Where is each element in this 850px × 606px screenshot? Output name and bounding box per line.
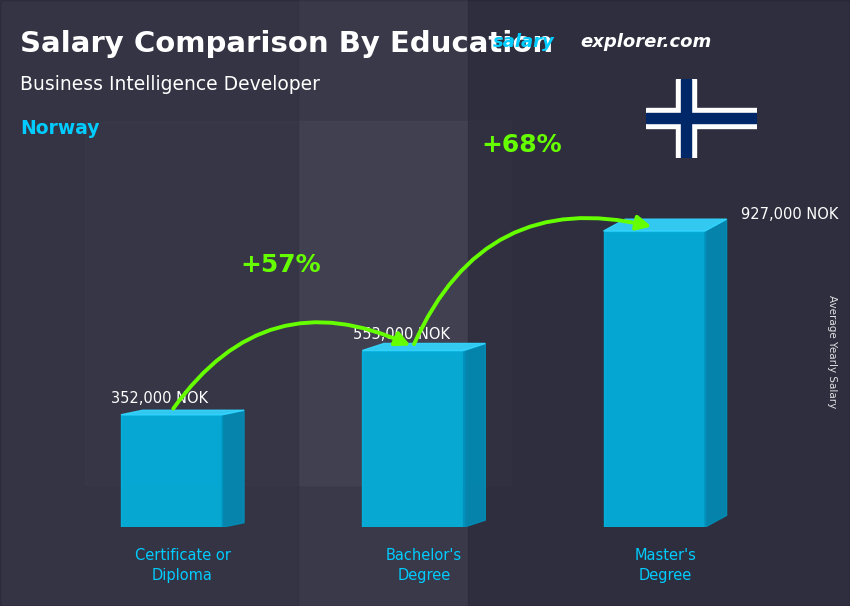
Polygon shape <box>362 350 463 527</box>
Polygon shape <box>121 415 223 527</box>
Text: Norway: Norway <box>20 119 100 138</box>
Polygon shape <box>705 219 727 527</box>
Text: Average Yearly Salary: Average Yearly Salary <box>827 295 837 408</box>
Text: Bachelor's
Degree: Bachelor's Degree <box>386 548 462 583</box>
Text: 927,000 NOK: 927,000 NOK <box>741 207 838 222</box>
Polygon shape <box>223 410 244 527</box>
Text: Master's
Degree: Master's Degree <box>634 548 696 583</box>
Polygon shape <box>604 231 705 527</box>
Bar <box>468 0 850 606</box>
Polygon shape <box>362 344 485 350</box>
Bar <box>0 0 298 606</box>
Polygon shape <box>463 344 485 527</box>
Text: Salary Comparison By Education: Salary Comparison By Education <box>20 30 553 58</box>
Text: +57%: +57% <box>240 253 320 277</box>
Text: explorer.com: explorer.com <box>581 33 711 52</box>
Text: 352,000 NOK: 352,000 NOK <box>111 391 208 406</box>
Polygon shape <box>121 410 244 415</box>
Polygon shape <box>604 219 727 231</box>
Bar <box>681 79 691 158</box>
Bar <box>646 108 756 128</box>
Bar <box>676 79 696 158</box>
Text: 553,000 NOK: 553,000 NOK <box>353 327 450 342</box>
Bar <box>646 113 756 123</box>
Bar <box>85 121 510 485</box>
Text: +68%: +68% <box>481 133 562 157</box>
Text: Business Intelligence Developer: Business Intelligence Developer <box>20 75 320 94</box>
Text: salary: salary <box>493 33 555 52</box>
Text: Certificate or
Diploma: Certificate or Diploma <box>134 548 230 583</box>
